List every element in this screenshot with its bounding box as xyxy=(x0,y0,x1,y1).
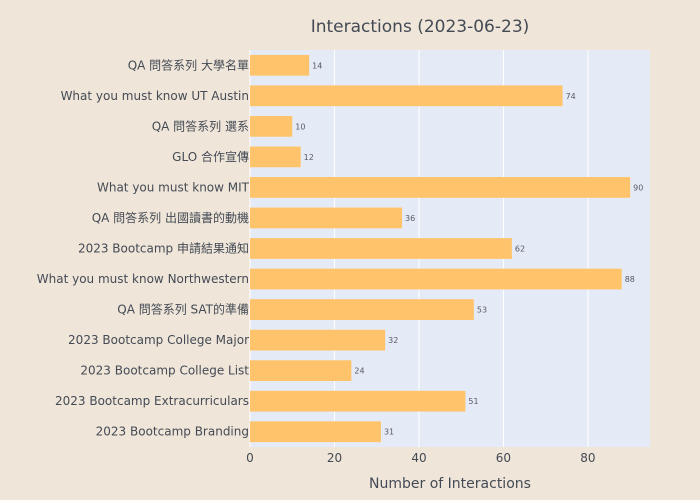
bar[interactable] xyxy=(250,207,403,229)
bar-value-label: 10 xyxy=(295,122,305,131)
x-tick-label: 20 xyxy=(327,451,342,465)
x-axis-title: Number of Interactions xyxy=(369,476,531,492)
bar-value-label: 51 xyxy=(468,397,478,406)
bar-value-label: 74 xyxy=(566,92,576,101)
category-label: 2023 Bootcamp 申請結果通知 xyxy=(78,242,249,256)
bar[interactable] xyxy=(250,299,474,320)
bar-value-label: 53 xyxy=(477,306,487,315)
bar[interactable] xyxy=(250,421,381,443)
bar-value-label: 14 xyxy=(312,61,322,70)
bar[interactable] xyxy=(250,146,301,168)
bar-value-label: 31 xyxy=(384,428,394,437)
x-tick-label: 40 xyxy=(411,451,426,465)
bar[interactable] xyxy=(250,54,310,76)
category-label: QA 問答系列 大學名單 xyxy=(128,57,249,72)
bar[interactable] xyxy=(250,360,352,382)
category-label: What you must know MIT xyxy=(97,180,250,194)
bar[interactable] xyxy=(250,268,622,290)
chart-title: Interactions (2023-06-23) xyxy=(311,17,530,37)
category-label: What you must know UT Austin xyxy=(61,89,249,103)
category-label: 2023 Bootcamp College Major xyxy=(68,333,249,347)
category-label: QA 問答系列 SAT的準備 xyxy=(117,302,249,317)
category-label: QA 問答系列 出國讀書的動機 xyxy=(92,210,249,225)
x-tick-labels: 0 20 40 60 80 xyxy=(246,451,595,465)
category-label: 2023 Bootcamp Branding xyxy=(96,425,249,439)
bar[interactable] xyxy=(250,329,386,351)
bar[interactable] xyxy=(250,85,563,107)
bars xyxy=(250,54,631,443)
bar-value-label: 24 xyxy=(354,367,364,376)
category-labels: QA 問答系列 大學名單 What you must know UT Austin… xyxy=(37,57,250,438)
category-label: What you must know Northwestern xyxy=(37,272,249,286)
category-label: GLO 合作宣傳 xyxy=(172,149,249,164)
bar[interactable] xyxy=(250,238,512,259)
bar-value-label: 36 xyxy=(405,214,415,223)
bar-value-label: 12 xyxy=(304,153,314,162)
bar-value-label: 88 xyxy=(625,275,635,284)
bar[interactable] xyxy=(250,115,293,137)
bar-value-label: 90 xyxy=(633,183,643,192)
x-tick-label: 0 xyxy=(246,451,254,465)
x-tick-label: 60 xyxy=(496,451,511,465)
category-label: QA 問答系列 選系 xyxy=(152,118,249,133)
data-labels: 14 74 10 12 90 36 62 88 53 32 24 51 31 xyxy=(295,61,643,436)
bar[interactable] xyxy=(250,177,631,198)
bar[interactable] xyxy=(250,390,466,412)
bar-value-label: 32 xyxy=(388,336,398,345)
category-label: 2023 Bootcamp Extracurriculars xyxy=(55,394,249,408)
x-tick-label: 80 xyxy=(580,451,595,465)
bar-value-label: 62 xyxy=(515,245,525,254)
category-label: 2023 Bootcamp College List xyxy=(80,364,249,378)
